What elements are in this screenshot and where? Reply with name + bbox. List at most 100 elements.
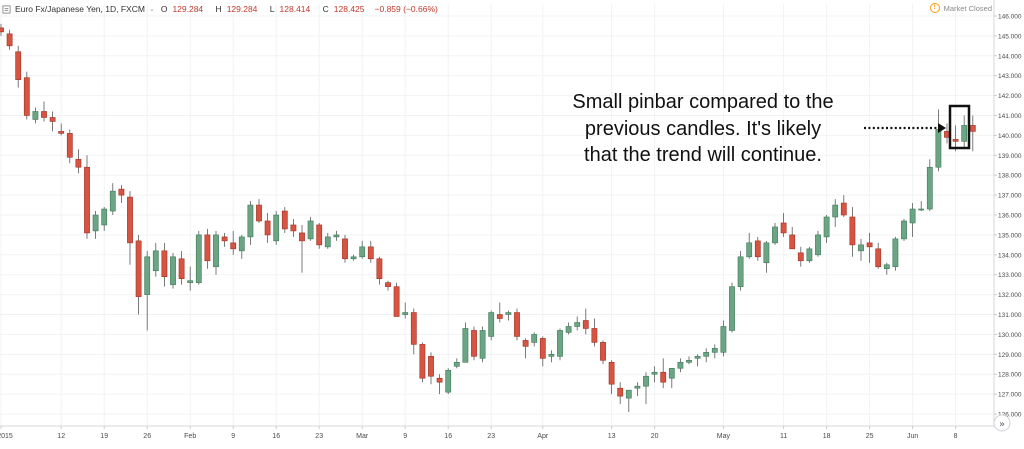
candle [488,310,495,341]
price-axis-bg [994,0,1024,449]
candle-body [823,216,830,238]
ohlc-values: O 129.284 H 129.284 L 128.414 C 128.425 [161,4,375,14]
candle [333,230,340,241]
candle [668,367,675,389]
price-tick-label: 136.000 [998,213,1022,220]
time-tick-label: 23 [487,433,495,440]
candle [582,308,589,335]
candle-body [608,362,615,385]
candle [84,155,90,239]
price-tick-label: 145.000 [998,33,1022,40]
time-tick-label: 18 [823,433,831,440]
pinbar-highlight-box [948,104,971,150]
candle-body [170,256,176,285]
candle [161,242,168,287]
candle [901,218,907,241]
candle-body [522,340,529,347]
low-label: L [269,4,275,14]
candle [436,374,443,395]
candle [763,240,770,273]
candle-body [152,250,159,272]
candle-body [342,238,348,260]
price-tick-label: 137.000 [998,193,1022,200]
candle [144,250,151,331]
candle-body [66,133,73,158]
candle [281,207,288,233]
candle [178,250,185,285]
candle-body [651,371,658,375]
candle [32,107,39,124]
time-tick-label: Mar [356,433,369,440]
candle [238,234,245,259]
annotation-group: Small pinbar compared to the previous ca… [572,91,971,166]
candle-body [178,258,185,279]
settings-icon[interactable] [2,4,11,14]
time-tick-label: 19 [100,433,108,440]
clock-icon: ! [929,3,940,13]
candle-body [333,234,340,238]
low-value: 128.414 [279,4,311,14]
candle-body [281,210,288,230]
scroll-right-button[interactable]: » [993,414,1011,432]
price-axis[interactable]: 126.000 127.000 128.000 129.000 130.000 131.0… [993,0,1024,449]
annotation-line-1: Small pinbar compared to the [572,91,833,113]
candle-body [806,248,813,262]
candle [307,216,314,241]
candle [324,232,331,249]
time-tick-label: 12 [57,433,65,440]
candle-body [952,139,959,142]
candle [23,71,30,120]
price-tick-label: 132.000 [998,292,1022,299]
candle-body [84,166,90,234]
candle [565,322,572,335]
candle [557,328,563,361]
symbol-title[interactable]: Euro Fx/Japanese Yen, 1D, FXCM [15,4,145,14]
candle [883,262,890,275]
candle [204,228,211,269]
time-axis[interactable]: 2015 12 19 26 Feb 9 16 23 Mar 9 16 23 Apr 13 20 May 11 18… [0,425,994,440]
candle-body [144,256,151,295]
candle [230,230,237,255]
candle [875,242,882,269]
candle [909,203,916,237]
candle [832,199,839,227]
arrow-head-icon [938,123,946,133]
chevron-down-icon[interactable]: ⌄ [148,6,155,13]
annotation-line-3: that the trend will continue. [584,144,822,166]
candle-body [565,326,572,333]
candle-body [41,111,47,118]
price-tick-label: 139.000 [998,153,1022,160]
candle-body [961,125,968,142]
candle-body [453,362,460,367]
candle [195,230,202,285]
candle [720,320,727,357]
time-tick-label: Jun [907,433,918,440]
candle-body [221,236,228,242]
market-status[interactable]: ! Market Closed [929,3,992,13]
candle [711,344,718,359]
candle-body [101,208,108,226]
annotation-line-2: previous candles. It's likely [585,118,821,140]
candle-body [402,312,409,315]
candle-body [471,330,477,357]
chart-header: Euro Fx/Japanese Yen, 1D, FXCM ⌄ O 129.28… [2,2,438,16]
candle [797,246,804,267]
candle [256,199,262,223]
candle-body [0,27,4,33]
time-tick-label: May [717,433,731,440]
time-tick-label: 16 [444,433,452,440]
chart-grid [0,4,994,426]
candle [152,242,159,277]
candle-body [445,369,452,393]
candle [815,230,821,257]
time-tick-label: Apr [537,433,549,440]
candle-body [789,234,796,250]
candle [342,234,348,263]
candle [651,366,658,383]
candle-body [634,385,641,389]
candle-series [0,23,976,413]
candle-body [359,246,366,258]
candle [127,191,133,265]
candle [608,360,615,395]
